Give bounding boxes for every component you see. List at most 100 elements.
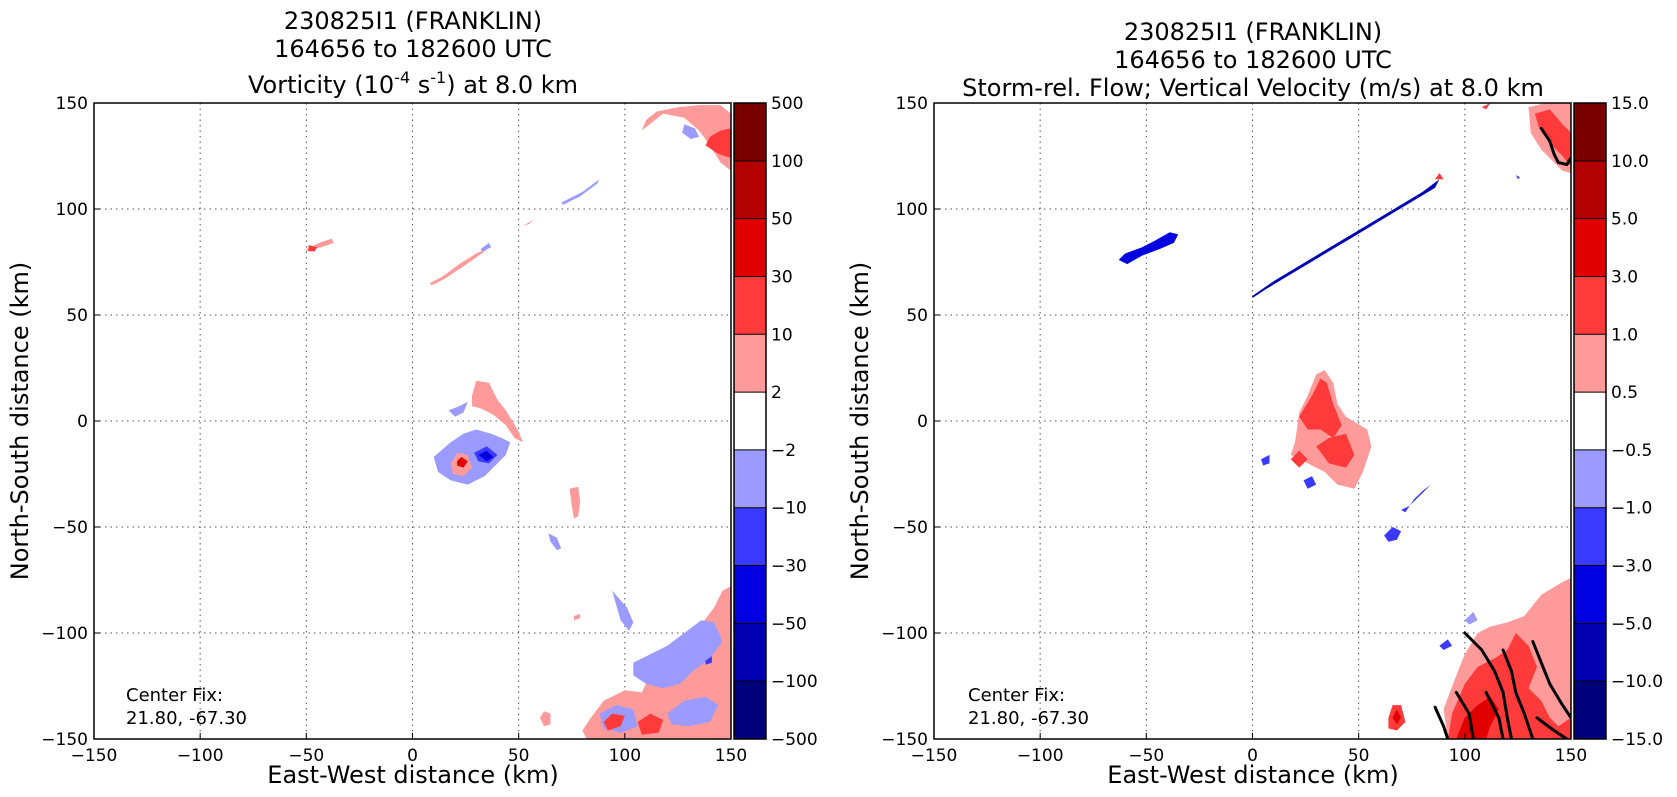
y-tick-label: −50 (892, 518, 928, 538)
streamline (1539, 126, 1571, 167)
contour-region (705, 656, 712, 665)
contour-region (539, 711, 551, 727)
contour-region (561, 179, 600, 205)
y-tick-label: 50 (66, 306, 88, 326)
contour-region (308, 245, 317, 252)
center-fix-label: Center Fix: (126, 685, 223, 706)
colorbar-label: −15.0 (1611, 730, 1663, 750)
axis-ticks: −150 −100 −50 0 50 100 150 −150 −100 −50 0 50 100 150 (881, 94, 1587, 766)
colorbar-segment (734, 392, 766, 451)
colorbar-segment (1574, 392, 1606, 451)
colorbar-label: 100 (771, 152, 803, 172)
x-axis-label: East-West distance (km) (267, 761, 558, 789)
contour-region (1439, 639, 1453, 650)
contour-region (1435, 173, 1444, 180)
contour-region (641, 105, 731, 171)
x-tick-label: −150 (911, 746, 958, 766)
colorbar-segment (1574, 449, 1606, 509)
grid (94, 103, 731, 739)
colorbar-segment (734, 334, 766, 393)
y-tick-label: 150 (896, 94, 928, 114)
contour-region (1464, 611, 1478, 625)
x-tick-label: 150 (715, 746, 747, 766)
center-fix-value: 21.80, -67.30 (968, 708, 1089, 729)
colorbar-segment (734, 218, 766, 277)
colorbar-label: 3.0 (1611, 267, 1638, 287)
contour-region (480, 242, 492, 252)
colorbar-segment (734, 681, 766, 740)
colorbar-segment (1574, 623, 1606, 682)
colorbar-segment (734, 623, 766, 682)
axis-ticks: −150 −100 −50 0 50 100 150 −150 −100 −50 0 50 100 150 (41, 94, 747, 766)
contour-region (1392, 709, 1402, 725)
y-axis-label: North-South distance (km) (846, 262, 874, 581)
panel-title-line-2: 164656 to 182600 UTC (274, 35, 552, 63)
contour-region (429, 247, 489, 286)
vertical-velocity-panel: 230825I1 (FRANKLIN) 164656 to 182600 UTC… (846, 18, 1663, 789)
colorbar-label: −10 (771, 499, 807, 519)
contour-region (637, 713, 664, 735)
contour-region (1118, 232, 1179, 265)
x-axis-label: East-West distance (km) (1107, 761, 1398, 789)
contour-region (1252, 179, 1440, 298)
title-part: Vorticity (10 (248, 71, 394, 99)
colorbar-segment (1574, 681, 1606, 740)
colorbar-label: 2 (771, 383, 782, 403)
panel-title-line-1: 230825I1 (FRANKLIN) (284, 7, 542, 35)
x-tick-label: −150 (71, 746, 118, 766)
y-tick-label: 100 (56, 200, 88, 220)
x-tick-label: −50 (1128, 746, 1164, 766)
contour-region (548, 533, 562, 551)
colorbar-label: −0.5 (1611, 441, 1652, 461)
colorbar-segment (1574, 507, 1606, 567)
colorbar: 15.0 10.0 5.0 3.0 1.0 0.5 −0.5 −1.0 −3.0 −5.0 −10.… (1573, 94, 1663, 750)
colorbar-label: −10.0 (1611, 672, 1663, 692)
title-superscript: -1 (430, 68, 446, 87)
colorbar-label: −2 (771, 441, 796, 461)
y-tick-label: 0 (77, 412, 88, 432)
streamline (1484, 690, 1505, 739)
colorbar-label: 5.0 (1611, 210, 1638, 230)
contour-region (667, 696, 719, 727)
streamline (1535, 716, 1569, 739)
colorbar-segment (1574, 565, 1606, 624)
y-tick-label: −100 (881, 624, 928, 644)
contour-region (1290, 450, 1308, 468)
colorbar-label: −1.0 (1611, 499, 1652, 519)
contour-region (569, 486, 581, 519)
vorticity-contours (306, 105, 731, 739)
x-tick-label: −50 (288, 746, 324, 766)
colorbar-segment (734, 103, 766, 162)
contour-region (1534, 109, 1571, 167)
center-fix-label: Center Fix: (968, 685, 1065, 706)
title-superscript: -4 (394, 68, 410, 87)
panel-title-line-1: 230825I1 (FRANKLIN) (1124, 18, 1382, 46)
x-tick-label: 100 (1449, 746, 1481, 766)
x-tick-label: 50 (508, 746, 530, 766)
colorbar-label: −50 (771, 614, 807, 634)
contour-region (1384, 527, 1402, 542)
contour-region (457, 457, 468, 468)
y-tick-label: 100 (896, 200, 928, 220)
contour-region (603, 713, 625, 731)
colorbar-segment (734, 565, 766, 624)
colorbar-label: 0.5 (1611, 383, 1638, 403)
contour-region (472, 380, 523, 443)
streamline (1454, 690, 1475, 739)
x-tick-label: 0 (1247, 746, 1258, 766)
y-tick-label: −150 (881, 730, 928, 750)
y-tick-label: 50 (906, 306, 928, 326)
plot-area (94, 103, 731, 739)
panel-title-line-2: 164656 to 182600 UTC (1114, 46, 1392, 74)
colorbar-segment (734, 276, 766, 335)
contour-region (573, 613, 581, 621)
colorbar-segment (1574, 334, 1606, 393)
x-tick-label: 100 (609, 746, 641, 766)
colorbar-frame (733, 102, 767, 740)
panel-title-line-3: Storm-rel. Flow; Vertical Velocity (m/s)… (962, 74, 1544, 102)
colorbar-segment (1574, 160, 1606, 220)
colorbar-segment (1574, 276, 1606, 335)
y-tick-label: 0 (917, 412, 928, 432)
contour-region (478, 450, 494, 462)
colorbar-label: 30 (771, 267, 793, 287)
